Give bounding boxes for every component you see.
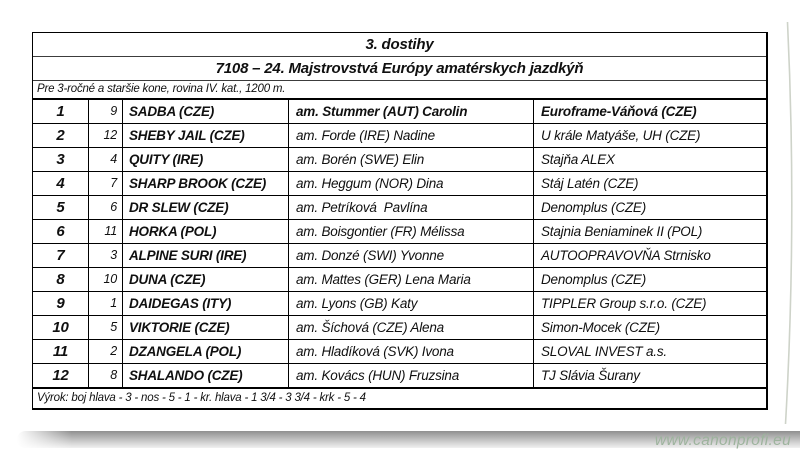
rider-cell: am. Lyons (GB) Katy xyxy=(288,292,533,315)
rider-cell: am. Kovács (HUN) Fruzsina xyxy=(288,364,533,387)
start-number-cell: 6 xyxy=(88,196,122,219)
table-row: 3 4 QUITY (IRE) am. Borén (SWE) Elin Sta… xyxy=(33,148,766,172)
scan-shadow-bar xyxy=(17,431,800,448)
table-row: 7 3 ALPINE SURI (IRE) am. Donzé (SWI) Yv… xyxy=(33,244,766,268)
rider-cell: am. Hladíková (SVK) Ivona xyxy=(288,340,533,363)
horse-name-cell: SHALANDO (CZE) xyxy=(122,364,288,387)
owner-cell: TJ Slávia Šurany xyxy=(533,364,766,387)
race-title-heading: 7108 – 24. Majstrovstvá Európy amatérsky… xyxy=(33,57,766,81)
horse-name-cell: SHARP BROOK (CZE) xyxy=(122,172,288,195)
rider-cell: am. Petríková Pavlína xyxy=(288,196,533,219)
owner-cell: Denomplus (CZE) xyxy=(533,268,766,291)
start-number-cell: 3 xyxy=(88,244,122,267)
horse-name-cell: HORKA (POL) xyxy=(122,220,288,243)
owner-cell: Euroframe-Váňová (CZE) xyxy=(533,100,766,123)
start-number-cell: 10 xyxy=(88,268,122,291)
race-number-heading: 3. dostihy xyxy=(33,33,766,57)
rank-cell: 12 xyxy=(52,367,69,384)
table-row: 4 7 SHARP BROOK (CZE) am. Heggum (NOR) D… xyxy=(33,172,766,196)
rank-cell: 6 xyxy=(56,223,65,240)
rider-cell: am. Mattes (GER) Lena Maria xyxy=(288,268,533,291)
start-number-cell: 12 xyxy=(88,124,122,147)
horse-name-cell: VIKTORIE (CZE) xyxy=(122,316,288,339)
rider-cell: am. Šíchová (CZE) Alena xyxy=(288,316,533,339)
results-rows: 1 9 SADBA (CZE) am. Stummer (AUT) Caroli… xyxy=(33,100,766,387)
owner-cell: Stajňa ALEX xyxy=(533,148,766,171)
watermark-text: www.canonprofi.eu xyxy=(654,432,791,449)
rank-cell: 9 xyxy=(56,295,65,312)
table-row: 5 6 DR SLEW (CZE) am. Petríková Pavlína … xyxy=(33,196,766,220)
horse-name-cell: ALPINE SURI (IRE) xyxy=(122,244,288,267)
table-row: 12 8 SHALANDO (CZE) am. Kovács (HUN) Fru… xyxy=(33,364,766,387)
rank-cell: 3 xyxy=(56,151,65,168)
owner-cell: Simon-Mocek (CZE) xyxy=(533,316,766,339)
horse-name-cell: SADBA (CZE) xyxy=(122,100,288,123)
rider-cell: am. Boisgontier (FR) Mélissa xyxy=(288,220,533,243)
start-number-cell: 11 xyxy=(88,220,122,243)
table-row: 6 11 HORKA (POL) am. Boisgontier (FR) Mé… xyxy=(33,220,766,244)
owner-cell: Stáj Latén (CZE) xyxy=(533,172,766,195)
owner-cell: Stajnia Beniaminek II (POL) xyxy=(533,220,766,243)
horse-name-cell: DAIDEGAS (ITY) xyxy=(122,292,288,315)
rank-cell: 2 xyxy=(56,127,65,144)
horse-name-cell: DZANGELA (POL) xyxy=(122,340,288,363)
rank-cell: 8 xyxy=(56,271,65,288)
table-row: 8 10 DUNA (CZE) am. Mattes (GER) Lena Ma… xyxy=(33,268,766,292)
table-row: 1 9 SADBA (CZE) am. Stummer (AUT) Caroli… xyxy=(33,100,766,124)
owner-cell: Denomplus (CZE) xyxy=(533,196,766,219)
start-number-cell: 8 xyxy=(88,364,122,387)
start-number-cell: 9 xyxy=(88,100,122,123)
start-number-cell: 4 xyxy=(88,148,122,171)
table-row: 10 5 VIKTORIE (CZE) am. Šíchová (CZE) Al… xyxy=(33,316,766,340)
table-row: 2 12 SHEBY JAIL (CZE) am. Forde (IRE) Na… xyxy=(33,124,766,148)
rider-cell: am. Borén (SWE) Elin xyxy=(288,148,533,171)
race-card-table: 3. dostihy 7108 – 24. Majstrovstvá Európ… xyxy=(32,32,768,410)
rank-cell: 4 xyxy=(56,175,65,192)
horse-name-cell: QUITY (IRE) xyxy=(122,148,288,171)
rider-cell: am. Heggum (NOR) Dina xyxy=(288,172,533,195)
owner-cell: TIPPLER Group s.r.o. (CZE) xyxy=(533,292,766,315)
rider-cell: am. Donzé (SWI) Yvonne xyxy=(288,244,533,267)
verdict-line: Výrok: boj hlava - 3 - nos - 5 - 1 - kr.… xyxy=(33,387,766,408)
rider-cell: am. Stummer (AUT) Carolin xyxy=(288,100,533,123)
race-conditions: Pre 3-ročné a staršie kone, rovina IV. k… xyxy=(33,81,766,100)
rank-cell: 10 xyxy=(52,319,69,336)
rank-cell: 5 xyxy=(56,199,65,216)
rider-cell: am. Forde (IRE) Nadine xyxy=(288,124,533,147)
start-number-cell: 1 xyxy=(88,292,122,315)
owner-cell: AUTOOPRAVOVŇA Strnisko xyxy=(533,244,766,267)
rank-cell: 7 xyxy=(56,247,65,264)
horse-name-cell: DUNA (CZE) xyxy=(122,268,288,291)
rank-cell: 11 xyxy=(52,343,69,360)
owner-cell: SLOVAL INVEST a.s. xyxy=(533,340,766,363)
table-row: 11 2 DZANGELA (POL) am. Hladíková (SVK) … xyxy=(33,340,766,364)
start-number-cell: 7 xyxy=(88,172,122,195)
table-row: 9 1 DAIDEGAS (ITY) am. Lyons (GB) Katy T… xyxy=(33,292,766,316)
horse-name-cell: DR SLEW (CZE) xyxy=(122,196,288,219)
start-number-cell: 2 xyxy=(88,340,122,363)
start-number-cell: 5 xyxy=(88,316,122,339)
rank-cell: 1 xyxy=(56,103,65,120)
owner-cell: U krále Matyáše, UH (CZE) xyxy=(533,124,766,147)
horse-name-cell: SHEBY JAIL (CZE) xyxy=(122,124,288,147)
